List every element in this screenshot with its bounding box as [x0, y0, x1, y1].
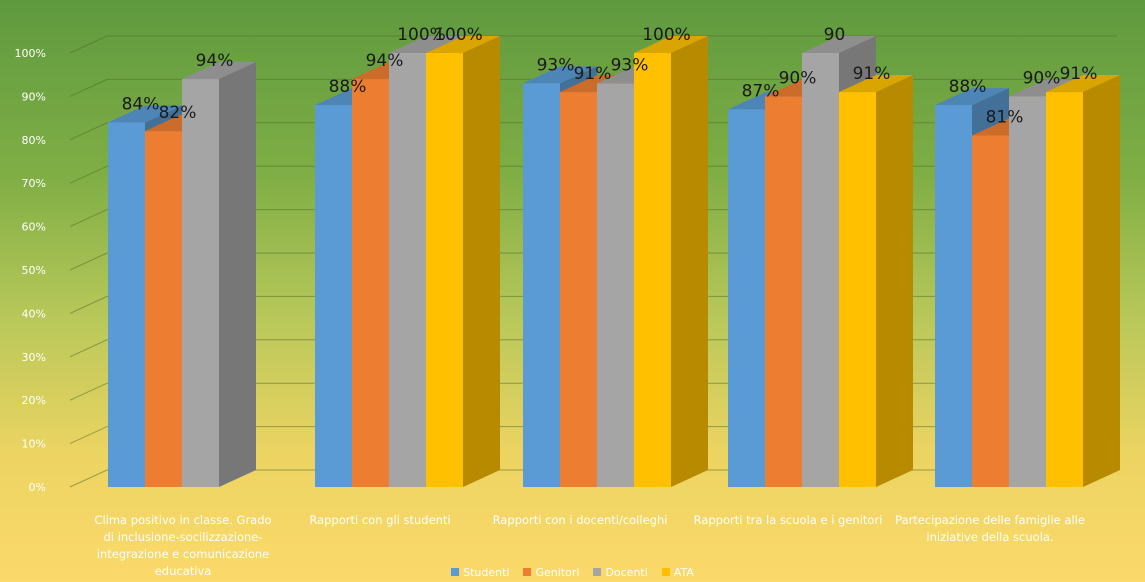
bar-side — [671, 36, 708, 487]
bar-front — [802, 53, 839, 487]
bar-side — [463, 36, 500, 487]
bar-chart-svg: 0% 10% 20% 30% 40% 50% 60% 70% 80% 90% 100% 84% 82% 9… — [15, 25, 1120, 494]
legend-label: Genitori — [535, 565, 580, 579]
y-tick-label: 80% — [22, 134, 46, 147]
data-label: 91% — [1060, 64, 1098, 84]
bar-front — [352, 79, 389, 487]
y-tick-label: 30% — [22, 351, 46, 364]
bar-ata-2 — [426, 36, 500, 487]
bar-top — [523, 66, 597, 84]
bar-front — [108, 122, 145, 487]
y-tick-label: 40% — [22, 307, 46, 320]
data-label: 81% — [986, 107, 1024, 127]
bar-top — [1046, 75, 1120, 93]
bar-ata-5 — [1046, 75, 1120, 487]
legend-item-genitori: Genitori — [523, 566, 579, 579]
legend-item-docenti: Docenti — [593, 565, 648, 579]
data-label: 84% — [122, 94, 160, 114]
data-label: 100% — [397, 25, 446, 45]
bar-ata-3 — [634, 36, 708, 487]
y-axis-ticks: 0% 10% 20% 30% 40% 50% 60% 70% 80% 90% 100% — [15, 47, 46, 494]
category-label: Rapporti tra la scuola e i genitori — [693, 513, 883, 527]
legend-label: Studenti — [463, 565, 510, 579]
bar-top — [802, 36, 876, 53]
legend-swatch — [523, 568, 532, 576]
category-label: Partecipazione delle famiglie alle inizi… — [895, 513, 1085, 544]
bar-front — [972, 135, 1009, 487]
bar-top — [389, 36, 463, 53]
data-label: 100% — [434, 25, 483, 45]
bar-front — [389, 53, 426, 487]
bar-front — [523, 83, 560, 487]
legend-item-ata: ATA — [661, 565, 694, 579]
legend: Studenti Genitori Docenti ATA — [0, 564, 1145, 580]
y-tick-label: 90% — [22, 90, 46, 103]
y-tick-label: 0% — [29, 481, 46, 494]
data-label: 100% — [642, 25, 691, 45]
bar-top — [935, 88, 1009, 106]
bar-top — [108, 105, 182, 123]
bar-side — [1083, 75, 1120, 487]
y-tick-label: 70% — [22, 177, 46, 190]
bar-front — [315, 105, 352, 487]
category-label: Rapporti con i docenti/colleghi — [492, 513, 668, 527]
bar-top — [182, 62, 256, 80]
bar-docenti-1 — [182, 62, 256, 487]
legend-swatch — [661, 568, 670, 576]
bar-top — [634, 36, 708, 53]
legend-label: Docenti — [605, 565, 648, 579]
bar-front — [765, 96, 802, 488]
legend-swatch — [593, 568, 602, 576]
bar-front — [1009, 96, 1046, 488]
bar-front — [560, 92, 597, 487]
legend-swatch — [451, 568, 460, 576]
data-label: 94% — [366, 51, 404, 71]
y-tick-label: 100% — [15, 47, 46, 60]
bar-side — [219, 62, 256, 487]
bar-top — [839, 75, 913, 93]
bar-front — [935, 105, 972, 487]
category-label: Clima positivo in classe. Grado di inclu… — [94, 513, 272, 578]
y-tick-label: 20% — [22, 394, 46, 407]
bar-front — [839, 92, 876, 487]
y-tick-label: 10% — [22, 438, 46, 451]
data-label: 82% — [159, 103, 197, 123]
category-label: Rapporti con gli studenti — [309, 513, 451, 527]
bar-side — [876, 75, 913, 487]
bar-front — [426, 53, 463, 487]
bar-front — [634, 53, 671, 487]
data-label: 88% — [949, 77, 987, 97]
legend-label: ATA — [673, 565, 694, 579]
data-label: 90% — [779, 68, 817, 88]
bar-top — [426, 36, 500, 53]
bar-front — [182, 79, 219, 487]
data-label: 91% — [574, 64, 612, 84]
bar-front — [597, 83, 634, 487]
y-tick-label: 50% — [22, 264, 46, 277]
data-label: 90 — [824, 25, 846, 45]
data-label: 90% — [1023, 68, 1061, 88]
bar-front — [1046, 92, 1083, 487]
data-label: 88% — [329, 77, 367, 97]
data-label: 87% — [742, 81, 780, 101]
legend-item-studenti: Studenti — [451, 566, 509, 579]
bar-front — [145, 131, 182, 487]
y-tick-label: 60% — [22, 221, 46, 234]
data-label: 94% — [196, 51, 234, 71]
gridline — [69, 35, 1117, 54]
bar-ata-4 — [839, 75, 913, 487]
data-label: 93% — [537, 55, 575, 75]
gridline — [69, 78, 1117, 97]
gridlines — [69, 35, 1117, 488]
bars — [108, 36, 1120, 488]
data-label: 91% — [853, 64, 891, 84]
bar-front — [728, 109, 765, 488]
data-labels: 84% 82%94%88%94%100%100%93% 91% 93%100%87%9… — [122, 25, 1098, 127]
data-label: 93% — [611, 55, 649, 75]
